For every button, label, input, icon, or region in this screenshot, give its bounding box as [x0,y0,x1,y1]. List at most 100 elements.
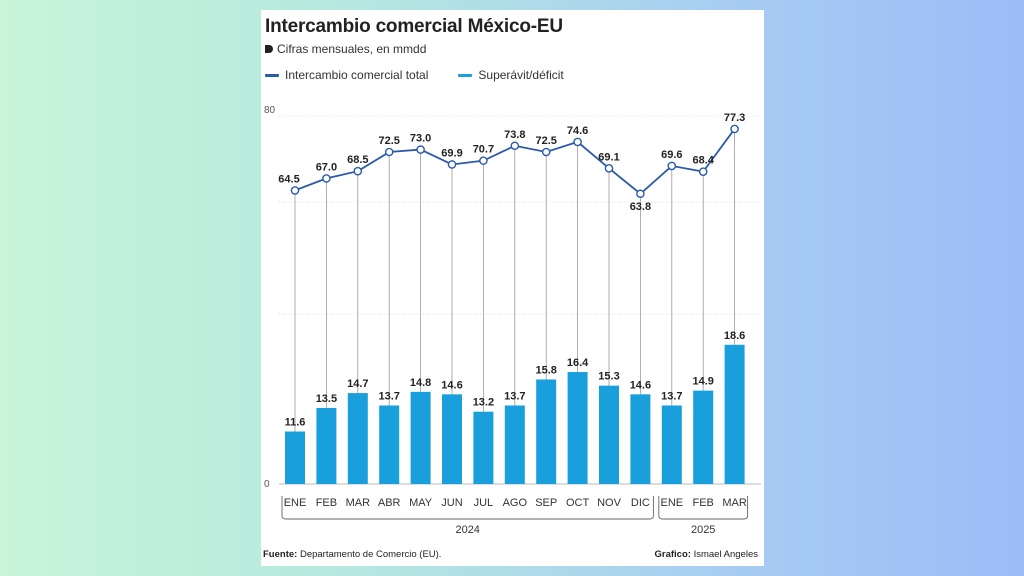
x-tick-label: NOV [597,497,622,509]
credit-label: Grafico: [654,549,691,560]
line-point [510,141,520,151]
year-label: 2025 [691,524,715,536]
line-point [384,147,394,157]
credit-text: Ismael Angeles [693,549,758,560]
x-tick-label: ENE [284,497,307,509]
x-tick-label: ABR [378,497,401,509]
bar [410,391,431,484]
bar [442,394,462,484]
y-tick-label: 0 [264,479,270,490]
line-point [290,186,300,195]
credit-note: Grafico: Ismael Angeles [654,549,758,560]
legend-label-line: Intercambio comercial total [285,68,429,82]
legend-item-line: Intercambio comercial total [265,68,428,82]
bar-value-label: 13.7 [378,390,399,402]
bar-value-label: 14.6 [441,379,462,391]
bar [316,407,337,484]
legend-item-bar: Superávit/déficit [458,68,564,82]
chart-card: Intercambio comercial México-EU Cifras m… [261,10,764,566]
line-value-label: 69.9 [441,147,462,159]
bar-value-label: 15.3 [598,371,619,383]
x-tick-label: MAR [722,497,747,509]
chart-title: Intercambio comercial México-EU [265,16,563,37]
line-value-label: 67.0 [316,161,337,173]
bar [693,390,714,484]
line-point [604,164,614,173]
chart-subtitle: Cifras mensuales, en mmdd [277,42,427,56]
bar-value-label: 13.2 [473,397,494,409]
footer: Fuente: Departamento de Comercio (EU). G… [263,549,758,560]
bar [473,411,494,484]
bar [599,385,619,484]
line-point [479,156,488,165]
x-tick-label: JUN [441,497,462,509]
legend-label-bar: Superávit/déficit [478,68,564,82]
line-point [541,147,551,157]
year-label: 2024 [455,524,479,536]
bar [536,379,557,484]
bar [724,344,745,484]
legend-swatch-line [265,73,279,77]
line-point [322,174,331,183]
x-tick-label: JUL [474,497,494,509]
bar-value-label: 13.7 [504,390,525,402]
x-tick-label: DIC [631,497,650,509]
line-value-label: 68.5 [347,154,368,166]
legend: Intercambio comercial total Superávit/dé… [265,68,594,82]
bar-value-label: 18.6 [724,330,745,342]
bar-value-label: 14.6 [630,379,651,391]
source-note: Fuente: Departamento de Comercio (EU). [263,549,441,560]
line-value-label: 70.7 [473,144,494,156]
line-value-label: 73.8 [504,129,525,141]
line-point [730,124,739,134]
line-point [573,137,582,147]
year-bracket [281,496,654,520]
y-tick-label: 80 [264,105,276,116]
line-point [636,189,645,199]
line-value-label: 73.0 [410,133,431,145]
bar [347,393,368,484]
line-value-label: 69.1 [598,151,619,163]
year-bracket [658,496,749,520]
bar [630,394,651,484]
x-tick-label: AGO [503,497,528,509]
line-value-label: 77.3 [724,112,745,124]
line-value-label: 72.5 [535,135,556,147]
x-tick-label: MAR [346,497,371,509]
x-tick-label: ENE [660,497,683,509]
line-point [667,161,677,171]
bar-value-label: 13.5 [316,393,337,405]
line-value-label: 72.5 [378,135,399,147]
line-point [416,145,425,154]
line-value-label: 69.6 [661,149,682,161]
bar [504,405,525,484]
source-label: Fuente: [263,549,298,560]
x-tick-label: SEP [535,497,557,509]
chart-plot: 80 0 11.6 13.5 14.7 13.7 14.8 14.6 13.2 13.7 15.8 1… [264,105,761,536]
x-tick-label: MAY [409,497,433,509]
bar-value-label: 13.7 [661,390,682,402]
subtitle-row: Cifras mensuales, en mmdd [265,42,426,56]
bar-value-label: 16.4 [567,357,589,369]
line-point [353,166,363,176]
bar-value-label: 14.9 [692,376,713,388]
tag-icon [265,45,273,53]
line-value-label: 74.6 [567,125,588,137]
bar-value-label: 14.7 [347,378,368,390]
legend-swatch-bar [458,73,473,77]
bar-value-label: 15.8 [535,364,556,376]
bar [661,405,682,484]
line-point [698,167,708,176]
bar [285,431,305,484]
source-text: Departamento de Comercio (EU). [299,549,442,560]
line-value-label: 68.4 [692,155,714,167]
x-tick-label: FEB [692,497,713,509]
bar-value-label: 14.8 [410,377,431,389]
line-value-label: 64.5 [278,173,299,185]
bar [379,405,400,484]
x-tick-label: FEB [316,497,337,509]
bar [567,372,588,484]
x-tick-label: OCT [566,497,590,509]
bar-value-label: 11.6 [285,417,306,429]
line-point [447,160,457,169]
